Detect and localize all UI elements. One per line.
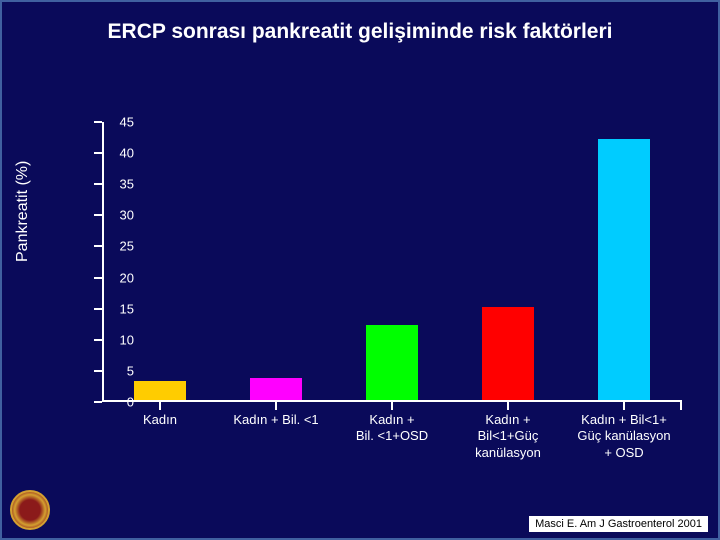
chart-title: ERCP sonrası pankreatit gelişiminde risk… (2, 2, 718, 54)
bar (250, 378, 302, 400)
y-tick (94, 339, 102, 341)
y-tick-label: 20 (104, 270, 134, 285)
x-category-label: Kadın +Bil. <1+OSD (337, 412, 447, 445)
bar (598, 139, 650, 400)
x-category-label: Kadın + Bil<1+Güç kanülasyon+ OSD (569, 412, 679, 461)
y-tick-label: 25 (104, 239, 134, 254)
x-tick (391, 402, 393, 410)
chart-area: 051015202530354045KadınKadın + Bil. <1Ka… (62, 122, 682, 402)
y-tick-label: 35 (104, 177, 134, 192)
y-tick (94, 183, 102, 185)
x-category-label: Kadın +Bil<1+Güçkanülasyon (453, 412, 563, 461)
y-tick (94, 277, 102, 279)
institution-logo-icon (10, 490, 50, 530)
citation-text: Masci E. Am J Gastroenterol 2001 (529, 516, 708, 532)
bar (366, 325, 418, 400)
y-tick-label: 0 (104, 395, 134, 410)
y-tick (94, 308, 102, 310)
bar (134, 381, 186, 400)
y-tick-label: 5 (104, 363, 134, 378)
plot: 051015202530354045KadınKadın + Bil. <1Ka… (102, 122, 682, 402)
y-tick-label: 30 (104, 208, 134, 223)
y-tick (94, 152, 102, 154)
y-tick-label: 40 (104, 146, 134, 161)
y-axis (102, 122, 104, 402)
x-tick (507, 402, 509, 410)
x-tick (159, 402, 161, 410)
x-tick (680, 402, 682, 410)
x-category-label: Kadın (105, 412, 215, 428)
y-tick (94, 370, 102, 372)
bar (482, 307, 534, 400)
y-tick (94, 401, 102, 403)
x-tick (623, 402, 625, 410)
y-tick (94, 245, 102, 247)
y-tick-label: 10 (104, 332, 134, 347)
y-tick-label: 45 (104, 115, 134, 130)
x-category-label: Kadın + Bil. <1 (221, 412, 331, 428)
y-axis-label: Pankreatit (%) (14, 161, 32, 262)
y-tick-label: 15 (104, 301, 134, 316)
x-tick (275, 402, 277, 410)
y-tick (94, 121, 102, 123)
y-tick (94, 214, 102, 216)
